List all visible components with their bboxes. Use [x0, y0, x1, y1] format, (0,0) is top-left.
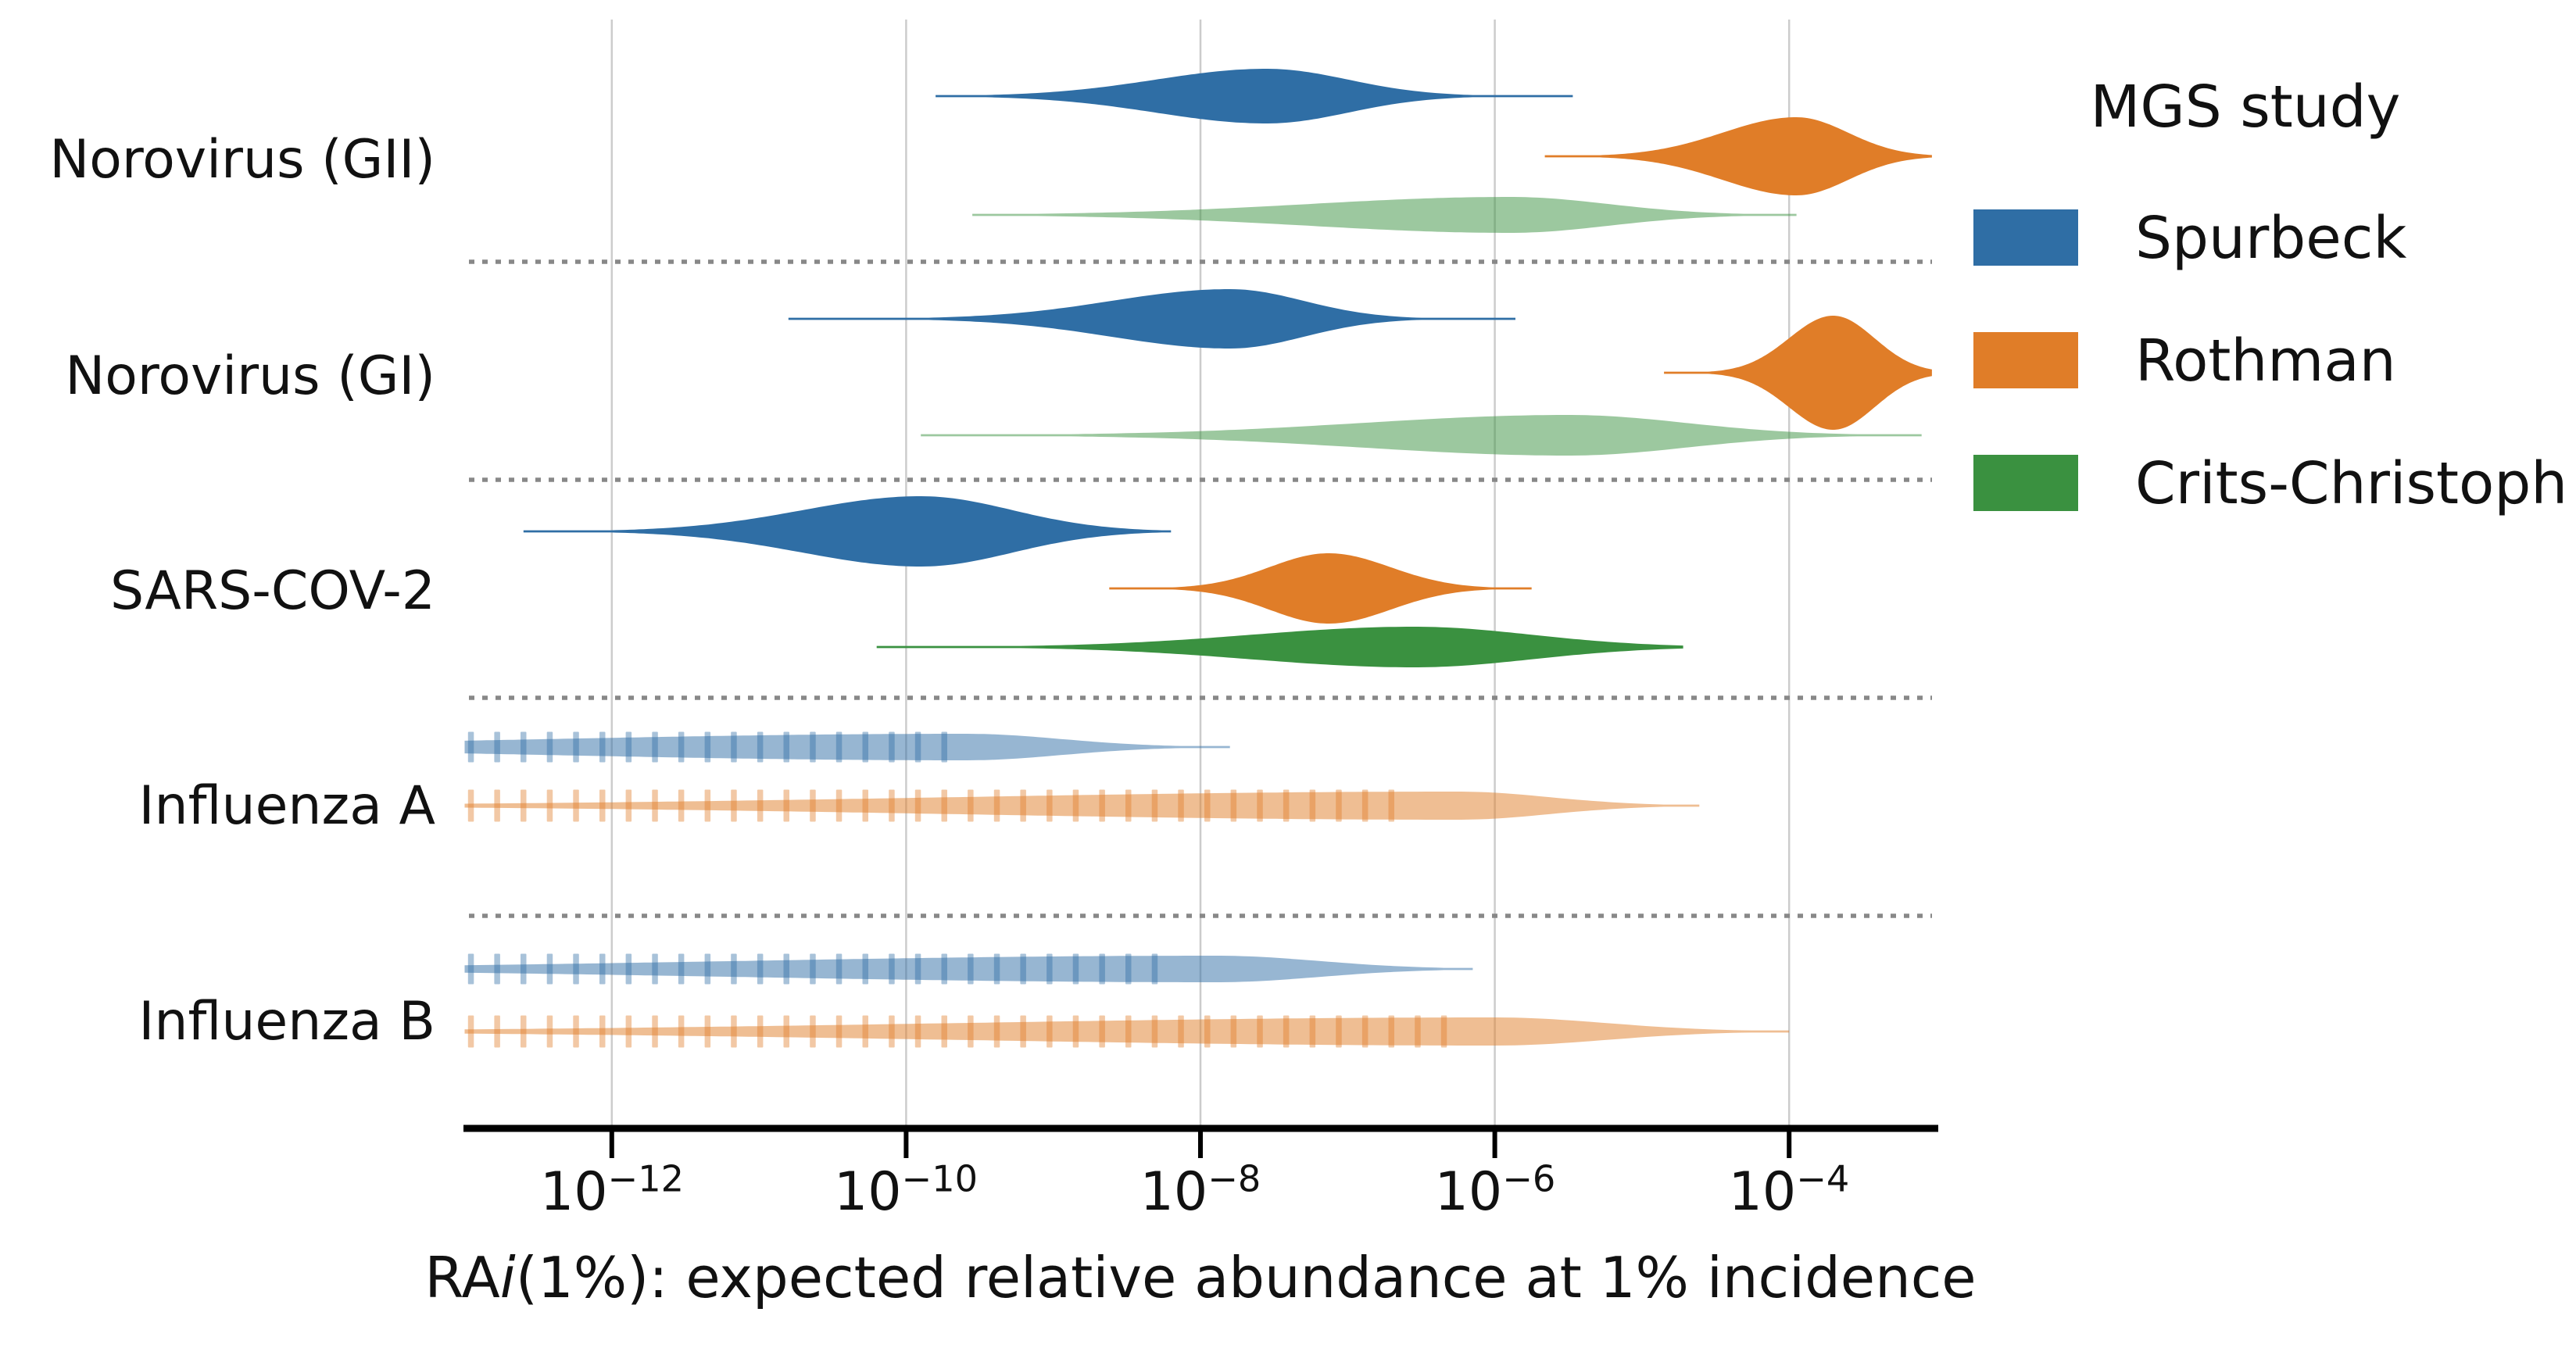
category-label-sars-cov-2: SARS-COV-2 [109, 560, 435, 622]
category-label-norovirus-gi: Norovirus (GI) [65, 345, 435, 407]
category-label-norovirus-gii: Norovirus (GII) [49, 129, 435, 191]
category-label-influenza-b: Influenza B [138, 991, 435, 1053]
legend-swatch-rothman [1973, 332, 2078, 388]
legend-swatch-spurbeck [1973, 209, 2078, 266]
x-tick-label-1e-6: 10−6 [1434, 1157, 1556, 1223]
x-axis-title: RAi(1%): expected relative abundance at … [424, 1245, 1977, 1310]
legend-label-crits-christoph: Crits-Christoph [2135, 450, 2568, 517]
x-tick-label-1e-10: 10−10 [833, 1157, 979, 1223]
legend-label-spurbeck: Spurbeck [2135, 205, 2407, 272]
legend-title: MGS study [2090, 73, 2401, 141]
legend-label-rothman: Rothman [2135, 327, 2396, 395]
legend-swatch-crits-christoph [1973, 455, 2078, 511]
x-tick-label-1e-4: 10−4 [1728, 1157, 1850, 1223]
category-label-influenza-a: Influenza A [138, 775, 435, 837]
x-tick-label-1e-8: 10−8 [1140, 1157, 1261, 1223]
x-tick-label-1e-12: 10−12 [539, 1157, 685, 1223]
